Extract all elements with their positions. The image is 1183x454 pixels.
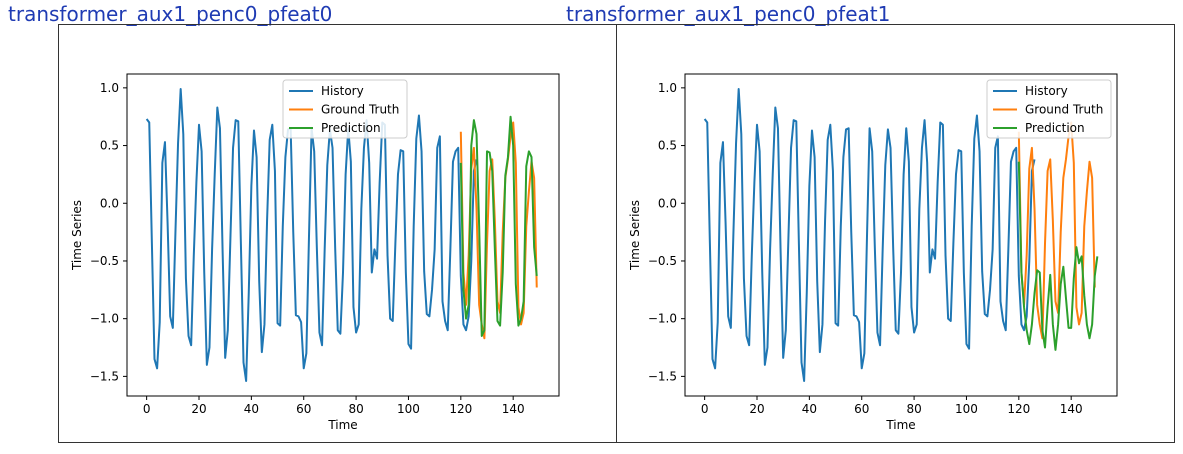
y-tick-label: −0.5 [90, 254, 119, 268]
y-tick-label: −1.0 [648, 312, 677, 326]
legend: History Ground Truth Prediction [282, 79, 408, 139]
x-tick-label: 80 [348, 402, 363, 416]
y-tick-label: 1.0 [100, 81, 119, 95]
x-tick-label: 140 [1060, 402, 1083, 416]
y-tick-label: −1.5 [90, 369, 119, 383]
series-line-ground-truth [1017, 121, 1096, 340]
legend-box [282, 79, 408, 139]
y-tick-label: 0.0 [658, 196, 677, 210]
x-tick-label: 20 [191, 402, 206, 416]
legend-label: Prediction [1025, 121, 1085, 135]
legend-label: Ground Truth [1025, 103, 1103, 117]
chart-title-right: transformer_aux1_penc0_pfeat1 [566, 2, 891, 26]
x-tick-label: 40 [244, 402, 259, 416]
legend-label: Ground Truth [321, 103, 399, 117]
y-tick-label: −1.5 [648, 369, 677, 383]
legend-box [986, 79, 1112, 139]
x-tick-label: 80 [906, 402, 921, 416]
axes-frame [684, 73, 1118, 397]
series-line-prediction [1017, 161, 1099, 351]
x-tick-label: 60 [854, 402, 869, 416]
x-tick-label: 100 [397, 402, 420, 416]
series-line-prediction [459, 115, 538, 337]
line-chart-left: 0 20 40 60 80 100 120 140 −1.5 −1.0 −0.5 0.0 0.5 1.0 T… [70, 73, 560, 432]
y-axis-label: Time Series [70, 200, 84, 271]
chart-frame-right [616, 24, 1175, 443]
y-tick-label: 0.5 [658, 139, 677, 153]
series-line-history [703, 88, 1036, 382]
legend-label: History [1025, 84, 1068, 98]
y-tick-label: −1.0 [90, 312, 119, 326]
y-tick-label: 1.0 [658, 81, 677, 95]
x-tick-label: 0 [701, 402, 709, 416]
x-tick-label: 100 [955, 402, 978, 416]
y-tick-label: 0.0 [100, 196, 119, 210]
x-tick-label: 60 [296, 402, 311, 416]
x-axis-label: Time [327, 418, 357, 432]
x-tick-label: 40 [802, 402, 817, 416]
line-chart-right: 0 20 40 60 80 100 120 140 −1.5 −1.0 −0.5 0.0 0.5 1.0 T… [628, 73, 1118, 432]
x-tick-label: 120 [1007, 402, 1030, 416]
y-tick-label: 0.5 [100, 139, 119, 153]
x-axis-label: Time [885, 418, 915, 432]
x-tick-label: 140 [502, 402, 525, 416]
x-tick-label: 20 [749, 402, 764, 416]
legend-label: Prediction [321, 121, 381, 135]
y-axis-label: Time Series [628, 200, 642, 271]
x-tick-label: 0 [143, 402, 151, 416]
legend-label: History [321, 84, 364, 98]
x-tick-label: 120 [449, 402, 472, 416]
y-tick-label: −0.5 [648, 254, 677, 268]
axes-frame [126, 73, 560, 397]
chart-title-left: transformer_aux1_penc0_pfeat0 [8, 2, 333, 26]
legend: History Ground Truth Prediction [986, 79, 1112, 139]
